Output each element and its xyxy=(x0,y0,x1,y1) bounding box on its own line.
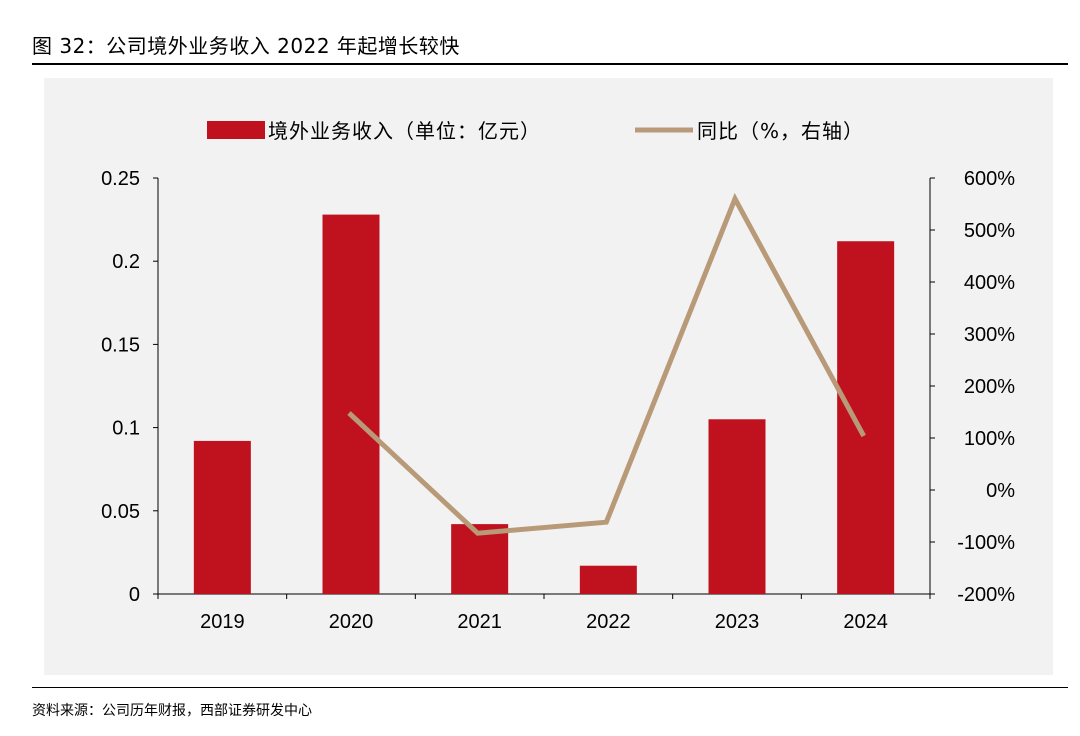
axes xyxy=(153,177,935,599)
left-tick-label: 0.2 xyxy=(112,251,140,273)
bar-2021 xyxy=(451,524,509,594)
x-tick-label: 2019 xyxy=(200,611,245,633)
left-tick-label: 0.1 xyxy=(112,418,140,440)
x-tick-label: 2021 xyxy=(457,611,502,633)
x-tick-label: 2024 xyxy=(843,611,888,633)
right-tick-label: 500% xyxy=(964,220,1015,242)
right-tick-label: 400% xyxy=(964,272,1015,294)
figure-title: 图 32：公司境外业务收入 2022 年起增长较快 xyxy=(32,34,460,58)
x-tick-label: 2022 xyxy=(586,611,631,633)
right-tick-label: 200% xyxy=(964,376,1015,398)
bar-2022 xyxy=(579,565,637,594)
right-tick-label: -200% xyxy=(957,584,1015,606)
bar-2024 xyxy=(837,241,895,594)
yoy-line-path xyxy=(347,192,866,536)
tick-labels: 0 0.05 0.1 0.15 0.2 0.25 -200% -100% 0% 100% 200% 3… xyxy=(101,168,1015,633)
bars xyxy=(193,214,895,594)
legend-bar-swatch xyxy=(207,121,265,139)
legend-bar-label: 境外业务收入（单位：亿元） xyxy=(268,119,541,143)
x-tick-label: 2020 xyxy=(329,611,374,633)
left-tick-label: 0.15 xyxy=(101,334,140,356)
legend-line-label: 同比（%，右轴） xyxy=(697,119,864,143)
left-tick-label: 0.05 xyxy=(101,501,140,523)
left-tick-label: 0 xyxy=(129,584,140,606)
x-tick-label: 2023 xyxy=(715,611,760,633)
yoy-line xyxy=(347,192,866,536)
right-tick-label: 300% xyxy=(964,324,1015,346)
bar-2019 xyxy=(193,440,251,594)
right-tick-label: 600% xyxy=(964,168,1015,190)
left-tick-label: 0.25 xyxy=(101,168,140,190)
right-tick-label: 0% xyxy=(986,480,1015,502)
right-tick-label: -100% xyxy=(957,532,1015,554)
title-rule xyxy=(32,63,1068,65)
source-rule xyxy=(32,687,1068,688)
source-note: 资料来源：公司历年财报，西部证券研发中心 xyxy=(32,703,312,719)
bar-2023 xyxy=(708,419,766,594)
legend: 境外业务收入（单位：亿元） 同比（%，右轴） xyxy=(207,119,864,143)
right-tick-label: 100% xyxy=(964,428,1015,450)
bar-2020 xyxy=(322,214,380,594)
